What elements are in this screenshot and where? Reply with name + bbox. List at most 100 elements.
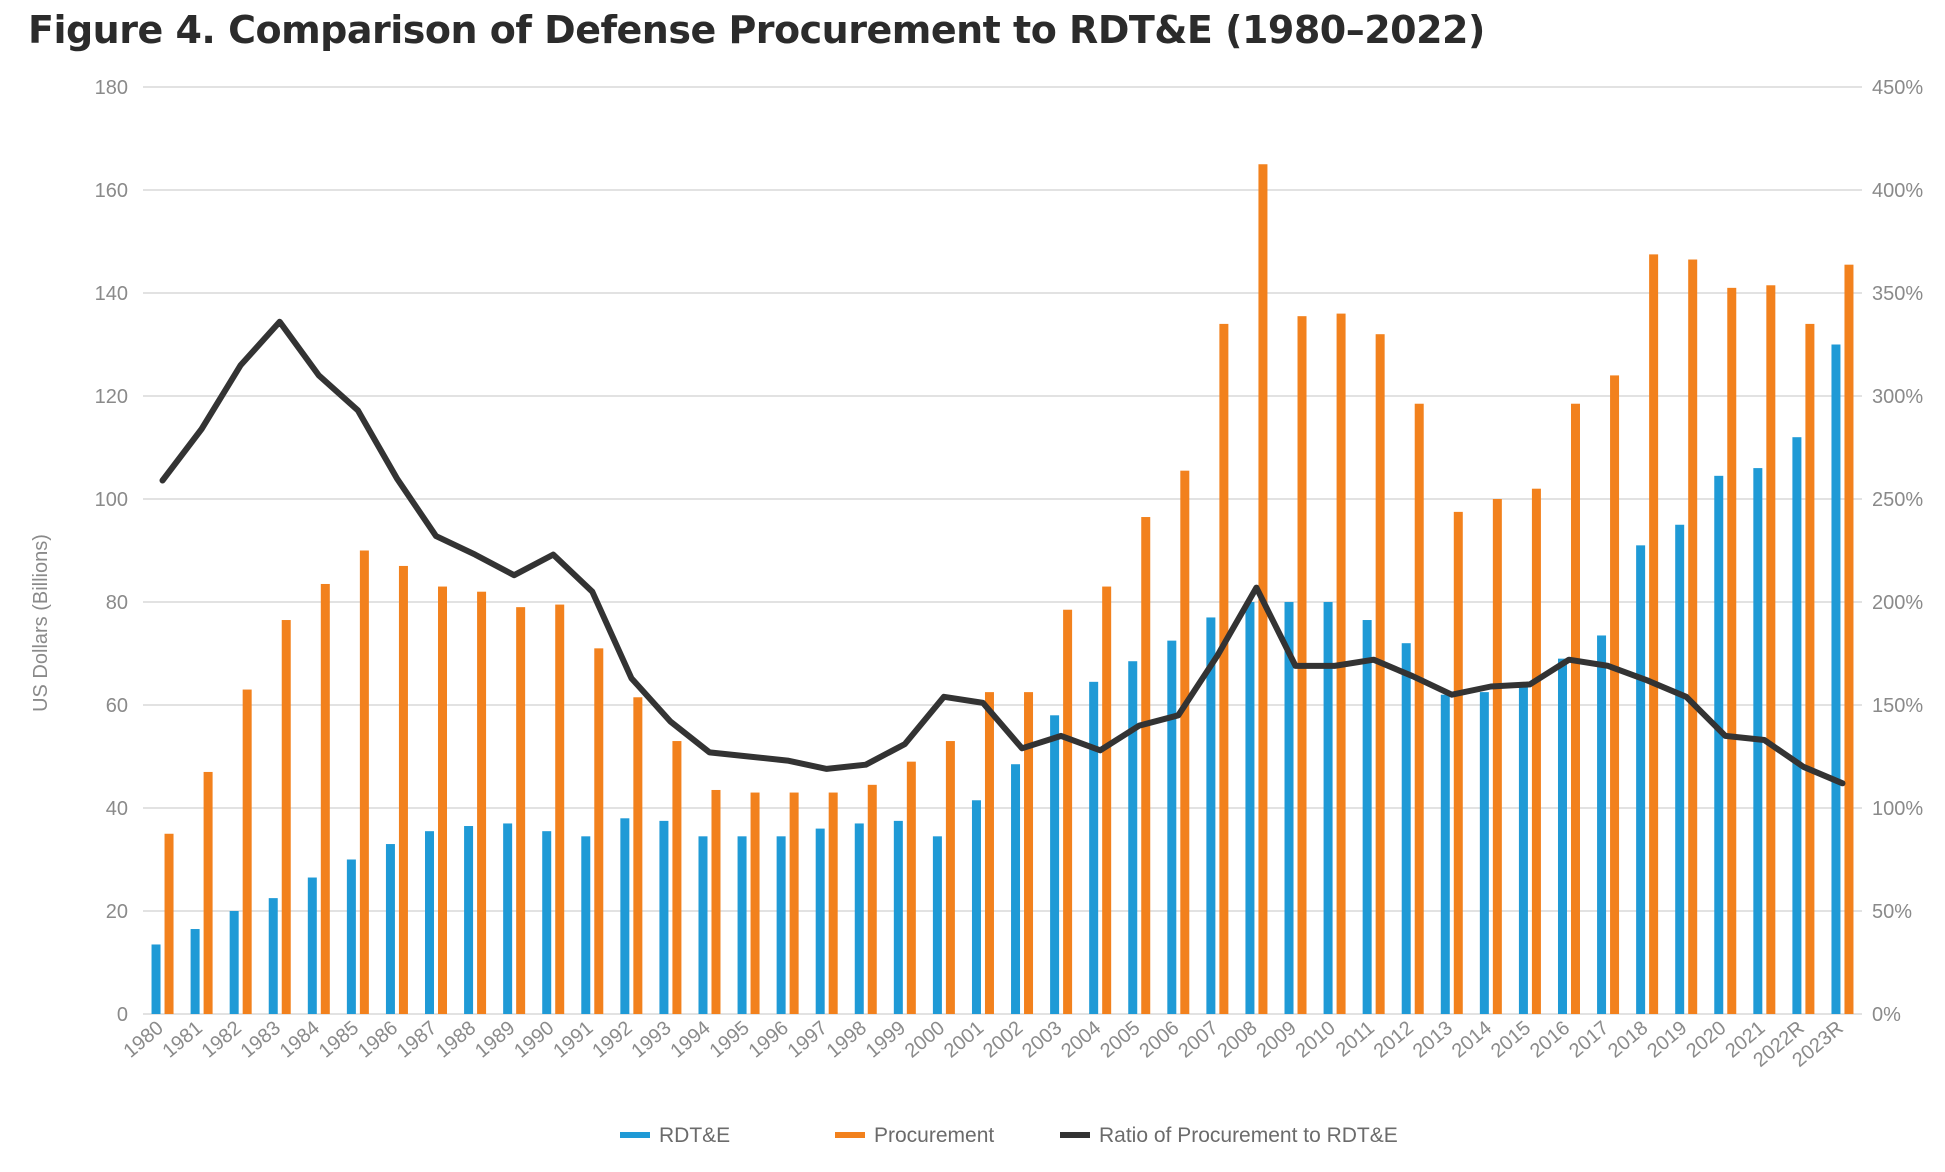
bar-rdt-e — [1284, 602, 1294, 1014]
bar-rdt-e — [1675, 524, 1685, 1014]
y2-tick-label: 150% — [1872, 695, 1923, 717]
bar-procurement — [1063, 609, 1073, 1014]
x-tick-label: 2011 — [1332, 1017, 1379, 1062]
x-tick-label: 1986 — [354, 1017, 402, 1062]
bar-rdt-e — [1831, 344, 1841, 1014]
bar-procurement — [945, 741, 955, 1014]
bar-rdt-e — [1792, 437, 1802, 1014]
x-tick-label: 1996 — [745, 1017, 793, 1062]
bar-procurement — [516, 607, 526, 1014]
x-tick-label: 2004 — [1057, 1017, 1105, 1062]
bar-rdt-e — [1557, 658, 1567, 1014]
bar-procurement — [1570, 403, 1580, 1015]
bar-procurement — [672, 741, 682, 1014]
bar-rdt-e — [1597, 635, 1607, 1014]
y-axis-label: US Dollars (Billions) — [30, 534, 52, 712]
chart-title: Figure 4. Comparison of Defense Procurem… — [28, 8, 1485, 52]
y2-tick-label: 0% — [1872, 1004, 1901, 1026]
bar-procurement — [828, 792, 838, 1014]
y-tick-label: 40 — [106, 798, 128, 820]
bar-procurement — [1453, 511, 1463, 1014]
legend-label: Procurement — [874, 1124, 994, 1147]
x-tick-label: 2012 — [1370, 1017, 1418, 1062]
y2-tick-label: 100% — [1872, 798, 1923, 820]
x-axis-ticks: 1980198119821983198419851986198719881989… — [120, 1017, 1848, 1072]
bar-procurement — [477, 591, 487, 1014]
bar-rdt-e — [971, 800, 981, 1014]
bar-rdt-e — [190, 929, 200, 1014]
y-tick-label: 180 — [95, 77, 128, 99]
bar-rdt-e — [1440, 694, 1450, 1014]
bar-rdt-e — [1011, 764, 1021, 1014]
y2-tick-label: 250% — [1872, 489, 1923, 511]
bar-procurement — [281, 620, 291, 1014]
bar-rdt-e — [1167, 640, 1177, 1014]
x-tick-label: 1985 — [315, 1017, 363, 1062]
x-tick-label: 1999 — [862, 1017, 910, 1062]
bar-rdt-e — [815, 828, 825, 1014]
bar-rdt-e — [1323, 602, 1333, 1014]
bar-rdt-e — [151, 944, 161, 1014]
bar-procurement — [1805, 323, 1815, 1014]
series-rdt-e — [151, 344, 1841, 1015]
bar-procurement — [1610, 375, 1620, 1014]
bar-rdt-e — [307, 877, 317, 1014]
bar-procurement — [711, 789, 721, 1014]
bar-procurement — [1844, 264, 1854, 1014]
x-tick-label: 1998 — [823, 1017, 871, 1062]
bar-procurement — [359, 550, 369, 1014]
bar-rdt-e — [268, 898, 278, 1014]
legend-item: RDT&E — [620, 1124, 730, 1147]
x-tick-label: 1984 — [276, 1017, 324, 1062]
bar-procurement — [438, 586, 448, 1014]
bar-rdt-e — [1128, 661, 1138, 1014]
x-tick-label: 1982 — [198, 1017, 246, 1062]
legend-swatch — [835, 1132, 865, 1138]
bar-procurement — [1766, 285, 1776, 1014]
x-tick-label: 1997 — [784, 1017, 832, 1062]
y-tick-label: 100 — [95, 489, 128, 511]
legend-item: Procurement — [835, 1124, 994, 1147]
x-tick-label: 1988 — [432, 1017, 480, 1062]
bar-rdt-e — [1089, 681, 1099, 1014]
x-tick-label: 2000 — [901, 1017, 949, 1062]
bar-procurement — [1102, 586, 1112, 1014]
bar-procurement — [1492, 499, 1502, 1014]
y-tick-label: 20 — [106, 901, 128, 923]
y2-tick-label: 400% — [1872, 180, 1923, 202]
bar-procurement — [203, 771, 213, 1014]
bar-procurement — [984, 692, 994, 1014]
x-tick-label: 2019 — [1643, 1017, 1691, 1062]
bar-procurement — [1414, 403, 1424, 1015]
x-tick-label: 2001 — [940, 1017, 988, 1062]
bar-rdt-e — [1245, 602, 1255, 1014]
x-tick-label: 2014 — [1448, 1017, 1496, 1062]
y-tick-label: 140 — [95, 283, 128, 305]
legend-label: Ratio of Procurement to RDT&E — [1099, 1124, 1398, 1147]
bar-procurement — [1258, 164, 1268, 1014]
x-tick-label: 2013 — [1409, 1017, 1457, 1062]
bar-rdt-e — [698, 836, 708, 1014]
ratio-line-layer — [159, 318, 1846, 787]
x-tick-label: 2002 — [979, 1017, 1027, 1062]
x-tick-label: 2009 — [1252, 1017, 1300, 1062]
x-tick-label: 2005 — [1096, 1017, 1144, 1062]
bar-rdt-e — [1362, 620, 1372, 1014]
y-tick-label: 60 — [106, 695, 128, 717]
bar-procurement — [1141, 517, 1151, 1014]
bar-rdt-e — [620, 818, 630, 1014]
y2-axis-ticks: 0% 50% 100% 150% 200% 250% 300% 350% 400% 450% — [1872, 77, 1923, 1026]
legend-swatch — [620, 1132, 650, 1138]
bar-rdt-e — [1206, 617, 1216, 1014]
legend-label: RDT&E — [659, 1124, 730, 1147]
x-tick-label: 1989 — [471, 1017, 519, 1062]
bar-rdt-e — [1401, 643, 1411, 1014]
x-tick-label: 1993 — [627, 1017, 675, 1062]
bar-procurement — [1375, 334, 1385, 1014]
x-tick-label: 2006 — [1135, 1017, 1183, 1062]
x-tick-label: 2003 — [1018, 1017, 1066, 1062]
x-tick-label: 2017 — [1565, 1017, 1613, 1062]
x-tick-label: 2020 — [1682, 1017, 1730, 1062]
y-tick-label: 0 — [117, 1004, 128, 1026]
